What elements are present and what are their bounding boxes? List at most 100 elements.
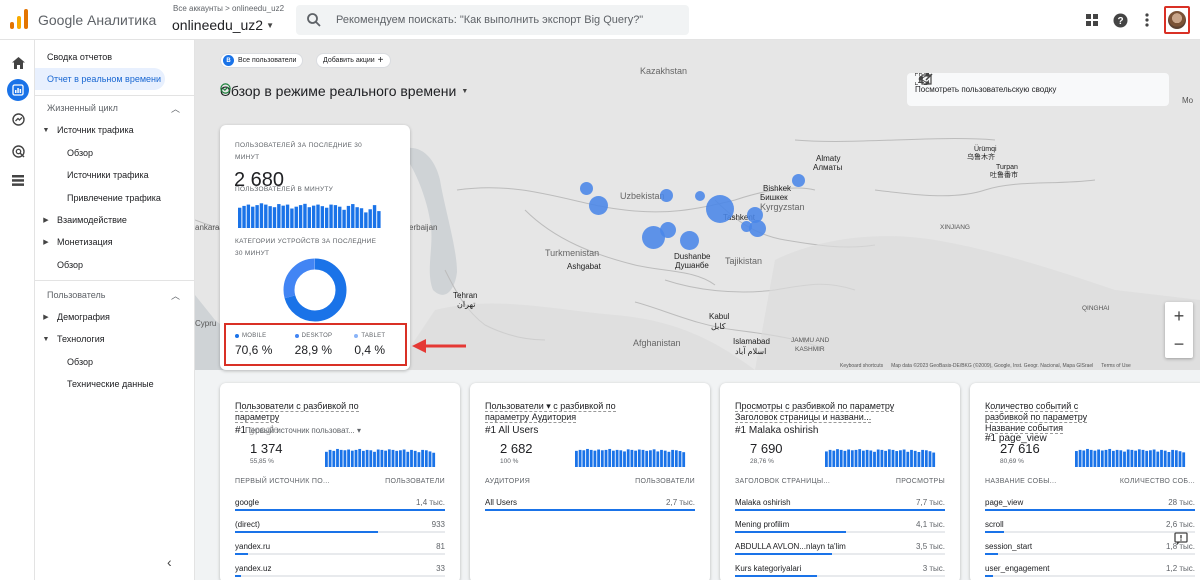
- table-row[interactable]: Kurs kategoriyalari 3 тыс.: [735, 561, 945, 580]
- explore-icon[interactable]: [7, 108, 29, 130]
- nav-tech[interactable]: ▼ Технология: [35, 328, 195, 350]
- comparison-chip-all-users[interactable]: B Все пользователи: [220, 53, 304, 68]
- title-dropdown-icon[interactable]: ▼: [461, 87, 469, 95]
- account-avatar[interactable]: [1164, 6, 1190, 34]
- map-bubble[interactable]: [741, 221, 752, 232]
- sparkline-bar: [597, 449, 600, 467]
- map-bubble[interactable]: [747, 207, 763, 223]
- card-sparkline[interactable]: [575, 447, 687, 467]
- table-row[interactable]: scroll 2,6 тыс.: [985, 517, 1195, 539]
- nav-acquisition[interactable]: ▼ Источник трафика: [35, 119, 195, 141]
- nav-tech-details[interactable]: Технические данные: [67, 379, 154, 389]
- row-label: Malaka oshirish: [735, 498, 791, 507]
- card-sparkline[interactable]: [1075, 447, 1187, 467]
- share-icon[interactable]: [918, 73, 930, 85]
- apps-grid-icon[interactable]: [1083, 11, 1101, 29]
- nav-section-user[interactable]: Пользователь: [47, 290, 106, 300]
- breadcrumb-account[interactable]: onlineedu_uz2: [231, 4, 285, 13]
- table-row[interactable]: (direct) 933: [235, 517, 445, 539]
- configure-list-icon[interactable]: [7, 169, 29, 191]
- donut-slice-desktop[interactable]: [283, 258, 347, 322]
- table-row[interactable]: user_engagement 1,2 тыс.: [985, 561, 1195, 580]
- reports-icon[interactable]: [7, 79, 29, 101]
- nav-reports-snapshot[interactable]: Сводка отчетов: [47, 52, 113, 62]
- map-bubble[interactable]: [792, 174, 805, 187]
- map-bubble[interactable]: [695, 191, 705, 201]
- collapse-nav-chevron-icon[interactable]: ‹: [167, 554, 172, 570]
- home-icon[interactable]: [7, 52, 29, 74]
- check-circle-icon[interactable]: [220, 83, 231, 94]
- nav-monetization[interactable]: ▶ Монетизация: [35, 231, 195, 253]
- table-row[interactable]: yandex.ru 81: [235, 539, 445, 561]
- breadcrumb[interactable]: Все аккаунты > onlineedu_uz2: [173, 4, 284, 13]
- column-header[interactable]: ПЕРВЫЙ ИСТОЧНИК ПО...: [235, 478, 330, 485]
- user-snapshot-button[interactable]: Посмотреть пользовательскую сводку: [915, 85, 1057, 94]
- card-title-line[interactable]: Просмотры с разбивкой по параметру: [735, 401, 895, 412]
- property-picker[interactable]: onlineedu_uz2 ▼: [172, 17, 274, 33]
- map-bubble[interactable]: [680, 231, 699, 250]
- zoom-in-button[interactable]: +: [1173, 305, 1185, 326]
- card-title-line[interactable]: Заголовок страницы и названи...: [735, 412, 872, 423]
- table-row[interactable]: ABDULLA AVLON...nlayn ta'lim 3,5 тыс.: [735, 539, 945, 561]
- breadcrumb-all-accounts[interactable]: Все аккаунты: [173, 4, 223, 13]
- card-title-line[interactable]: Количество событий с: [985, 401, 1079, 412]
- terms-link[interactable]: Terms of Use: [1101, 363, 1131, 369]
- nav-engagement[interactable]: ▶ Взаимодействие: [35, 209, 195, 231]
- column-header[interactable]: ПРОСМОТРЫ: [895, 478, 945, 485]
- column-header[interactable]: КОЛИЧЕСТВО СОБ...: [1119, 478, 1195, 485]
- table-row[interactable]: session_start 1,8 тыс.: [985, 539, 1195, 561]
- card-title-line[interactable]: Пользователи ▾ с разбивкой по: [485, 401, 616, 412]
- card-title-line[interactable]: параметру Аудитория: [485, 412, 577, 423]
- chevron-up-icon[interactable]: ︿: [170, 104, 180, 114]
- column-header[interactable]: ПОЛЬЗОВАТЕЛИ: [635, 478, 695, 485]
- table-row[interactable]: page_view 28 тыс.: [985, 495, 1195, 517]
- table-row[interactable]: All Users 2,7 тыс.: [485, 495, 695, 517]
- column-header[interactable]: ПОЛЬЗОВАТЕЛИ: [385, 478, 445, 485]
- analytics-logo-icon[interactable]: [10, 9, 28, 29]
- nav-section-lifecycle[interactable]: Жизненный цикл: [47, 103, 118, 113]
- card-sparkline[interactable]: [825, 447, 937, 467]
- card-title-line[interactable]: параметру: [235, 412, 280, 423]
- table-row[interactable]: Mening profilim 4,1 тыс.: [735, 517, 945, 539]
- map-label-kyrgyzstan: Kyrgyzstan: [760, 202, 805, 212]
- map-bubble[interactable]: [660, 189, 673, 202]
- map-bubble[interactable]: [580, 182, 593, 195]
- device-category-donut[interactable]: [283, 258, 347, 322]
- add-comparison-button[interactable]: Добавить акции +: [316, 53, 391, 68]
- nav-demographics[interactable]: ▶ Демография: [35, 306, 195, 328]
- nav-traffic-acquisition[interactable]: Привлечение трафика: [67, 193, 161, 203]
- nav-retention[interactable]: Обзор: [57, 260, 83, 270]
- column-header[interactable]: ЗАГОЛОВОК СТРАНИЦЫ...: [735, 478, 831, 485]
- column-header[interactable]: НАЗВАНИЕ СОБЫ...: [985, 478, 1057, 485]
- column-header[interactable]: АУДИТОРИЯ: [485, 478, 531, 485]
- search-input[interactable]: Рекомендуем поискать: "Как выполнить экс…: [296, 5, 689, 35]
- map-bubble[interactable]: [642, 226, 665, 249]
- map-bubble[interactable]: [706, 195, 734, 223]
- more-vert-icon[interactable]: [1138, 11, 1156, 29]
- table-row[interactable]: Malaka oshirish 7,7 тыс.: [735, 495, 945, 517]
- dimension-selector[interactable]: Первый источник пользоват... ▾: [245, 426, 362, 435]
- map-data-credit: Map data ©2023 GeoBasis-DE/BKG (©2009), …: [891, 363, 1094, 369]
- nav-tech-overview[interactable]: Обзор: [67, 357, 93, 367]
- map-bubble[interactable]: [589, 196, 608, 215]
- per-minute-bar: [290, 208, 294, 228]
- card-sparkline[interactable]: [325, 447, 437, 467]
- table-row[interactable]: google 1,4 тыс.: [235, 495, 445, 517]
- map-bubble[interactable]: [660, 222, 676, 238]
- card-title-line[interactable]: Пользователи с разбивкой по: [235, 401, 359, 412]
- nav-acquisition-overview[interactable]: Обзор: [67, 148, 93, 158]
- table-row[interactable]: yandex.uz 33: [235, 561, 445, 580]
- card-title-line[interactable]: разбивкой по параметру: [985, 412, 1088, 423]
- card-title-line[interactable]: Название события: [985, 423, 1063, 434]
- users-per-minute-chart[interactable]: [238, 200, 388, 228]
- zoom-out-button[interactable]: −: [1173, 333, 1185, 354]
- feedback-icon[interactable]: [1170, 528, 1192, 550]
- realtime-map[interactable]: Kazakhstan Uzbekistan Turkmenistan Ashga…: [195, 40, 1200, 370]
- nav-realtime[interactable]: Отчет в реальном времени: [35, 68, 165, 90]
- keyboard-shortcuts-link[interactable]: Keyboard shortcuts: [840, 363, 884, 369]
- help-icon[interactable]: ?: [1111, 11, 1129, 29]
- map-bubble[interactable]: [749, 220, 766, 237]
- chevron-up-icon[interactable]: ︿: [170, 291, 180, 301]
- advertising-icon[interactable]: [7, 140, 29, 162]
- nav-traffic-sources[interactable]: Источники трафика: [67, 170, 149, 180]
